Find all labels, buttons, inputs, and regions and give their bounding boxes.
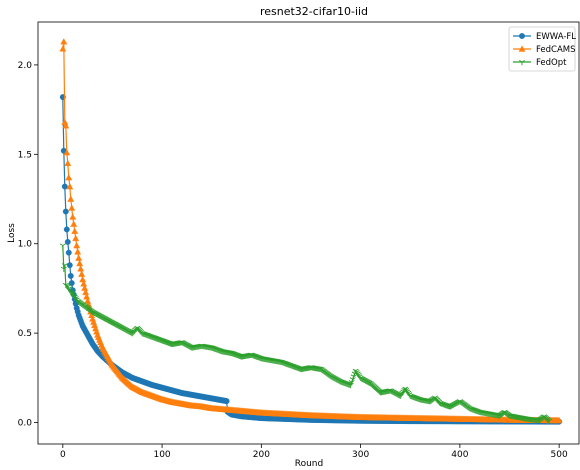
data-point [80,280,88,287]
y-tick-label: 2.0 [18,61,33,71]
data-point [69,213,77,220]
y-tick-label: 0.5 [18,329,32,339]
series-fedopt [59,243,553,424]
data-point [63,149,71,156]
x-tick-label: 0 [60,450,66,460]
data-point [78,270,86,277]
legend-label: EWWA-FL [536,32,576,42]
data-point [223,398,230,405]
data-point [62,122,70,129]
data-point [61,118,69,125]
x-tick-label: 300 [352,450,369,460]
x-tick-label: 400 [451,450,468,460]
data-point [65,249,72,256]
series-line-ewwa-fl [62,97,560,423]
data-point [72,234,80,242]
series-line-fedopt [62,245,550,422]
data-point [64,159,72,166]
data-point [79,275,87,283]
legend-box [508,26,576,72]
y-tick-label: 1.5 [18,150,32,160]
data-point [68,204,76,211]
data-point [74,248,82,255]
x-tick-label: 500 [551,450,568,460]
data-point [546,418,553,424]
plot-frame [37,21,580,445]
data-point [81,284,89,291]
legend-marker [518,60,526,66]
data-point [555,416,563,424]
y-axis-label: Loss [7,223,17,243]
data-point [65,174,73,181]
y-tick-label: 1.0 [18,240,33,250]
data-point [76,259,84,267]
data-point [68,280,75,287]
legend-label: FedCAMS [536,45,576,55]
legend-marker [518,45,526,52]
series-line-fedcams [62,41,560,421]
data-point [63,226,70,233]
data-point [75,254,83,261]
x-axis-label: Round [295,459,323,469]
legend: EWWA-FL FedCAMS FedOpt [508,26,576,72]
data-point [64,238,71,245]
data-point [71,227,79,234]
data-point [61,263,68,269]
data-point [66,182,74,190]
data-point [82,288,90,296]
data-point [66,262,73,269]
data-point [70,220,78,227]
x-tick-label: 100 [153,450,170,460]
series-ewwa-fl [59,94,563,425]
data-point [60,38,68,45]
data-point [61,183,68,190]
data-point [67,272,74,279]
y-tick-label: 0.0 [18,419,33,429]
legend-marker [519,33,525,39]
data-point [73,242,81,249]
data-point [62,208,69,215]
legend-label: FedOpt [536,58,567,68]
data-point [59,243,66,249]
x-tick-label: 200 [253,450,270,460]
series-layer [59,38,563,425]
data-point [59,45,67,52]
axes-layer: 0 100 200 300 400 500 0.0 0.5 1.0 1.5 2.0 [18,61,568,460]
chart-title: resnet32-cifar10-iid [260,5,368,18]
data-point [77,265,85,272]
data-point [67,195,75,202]
data-point [83,293,91,300]
series-fedcams [59,38,563,424]
